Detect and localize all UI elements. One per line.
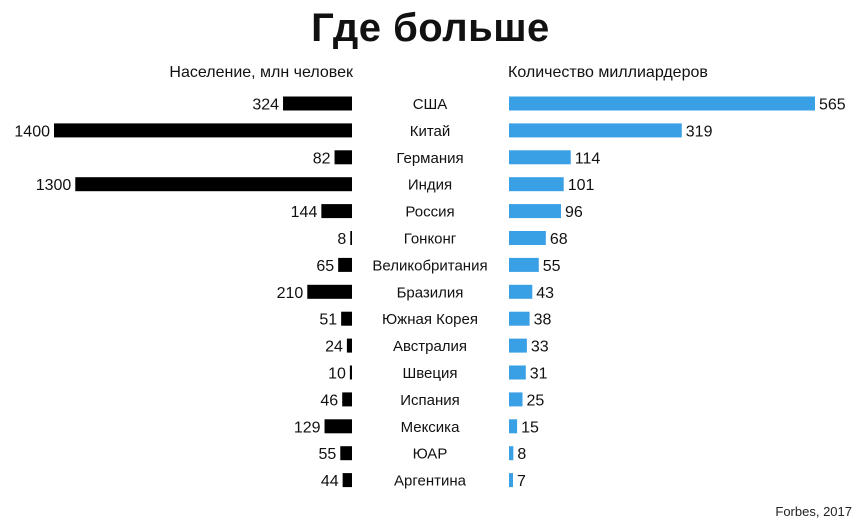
population-bar bbox=[341, 311, 352, 326]
population-bar bbox=[338, 257, 352, 272]
billionaires-bar bbox=[509, 96, 815, 111]
billionaires-bar bbox=[509, 284, 533, 299]
category-label: США bbox=[413, 96, 448, 113]
population-value-label: 46 bbox=[320, 392, 338, 409]
billionaires-value-label: 114 bbox=[575, 150, 601, 167]
population-value-label: 1300 bbox=[36, 177, 72, 194]
population-bar bbox=[321, 204, 352, 219]
category-label: Мексика bbox=[401, 419, 461, 436]
billionaires-bar bbox=[509, 231, 546, 245]
billionaires-bar bbox=[509, 311, 530, 326]
billionaires-bar bbox=[509, 392, 523, 407]
population-bar bbox=[283, 96, 352, 111]
billionaires-value-label: 38 bbox=[534, 312, 552, 329]
population-value-label: 51 bbox=[319, 312, 337, 329]
population-series-label: Население, млн человек bbox=[169, 64, 353, 81]
population-value-label: 65 bbox=[316, 258, 334, 275]
category-label: Гонконг bbox=[404, 231, 457, 248]
category-label: Австралия bbox=[393, 338, 467, 355]
population-value-label: 1400 bbox=[14, 123, 50, 140]
billionaires-value-label: 31 bbox=[530, 366, 548, 383]
category-label: Индия bbox=[408, 177, 452, 194]
billionaires-bar bbox=[509, 446, 514, 461]
population-bar bbox=[342, 392, 352, 407]
population-bar bbox=[346, 338, 352, 353]
population-value-label: 324 bbox=[252, 97, 279, 114]
billionaires-bar bbox=[509, 123, 682, 138]
population-value-label: 82 bbox=[313, 150, 331, 167]
billionaires-value-label: 43 bbox=[536, 285, 554, 302]
population-value-label: 8 bbox=[337, 231, 346, 248]
billionaires-value-label: 96 bbox=[565, 204, 583, 221]
billionaires-bar bbox=[509, 204, 561, 219]
billionaires-value-label: 319 bbox=[686, 123, 713, 140]
population-value-label: 44 bbox=[321, 473, 339, 490]
population-value-label: 10 bbox=[328, 366, 346, 383]
population-bar bbox=[349, 365, 352, 380]
billionaires-value-label: 7 bbox=[517, 473, 526, 490]
billionaires-value-label: 101 bbox=[568, 177, 595, 194]
category-label: Южная Корея bbox=[382, 311, 478, 328]
population-bar bbox=[350, 231, 352, 245]
billionaires-value-label: 8 bbox=[517, 446, 526, 463]
billionaires-series-label: Количество миллиардеров bbox=[508, 64, 708, 81]
population-value-label: 144 bbox=[291, 204, 318, 221]
billionaires-bar bbox=[509, 419, 518, 434]
population-bar bbox=[75, 177, 353, 192]
population-bar bbox=[54, 123, 352, 138]
source-note: Forbes, 2017 bbox=[775, 504, 852, 519]
population-bar bbox=[342, 473, 352, 488]
billionaires-bar bbox=[509, 365, 526, 380]
billionaires-value-label: 25 bbox=[527, 392, 545, 409]
billionaires-bar bbox=[509, 177, 564, 192]
category-label: Швеция bbox=[403, 365, 458, 382]
population-bar bbox=[340, 446, 352, 461]
population-bar bbox=[307, 284, 352, 299]
billionaires-bar bbox=[509, 150, 571, 165]
population-bar bbox=[334, 150, 352, 165]
billionaires-value-label: 33 bbox=[531, 339, 549, 356]
billionaires-value-label: 55 bbox=[543, 258, 561, 275]
category-label: Китай bbox=[410, 123, 451, 140]
population-value-label: 129 bbox=[294, 419, 321, 436]
category-label: Россия bbox=[405, 204, 454, 221]
billionaires-value-label: 68 bbox=[550, 231, 568, 248]
population-value-label: 24 bbox=[325, 339, 343, 356]
population-value-label: 55 bbox=[318, 446, 336, 463]
category-label: Аргентина bbox=[394, 473, 467, 490]
population-value-label: 210 bbox=[277, 285, 304, 302]
category-label: Великобритания bbox=[372, 257, 487, 274]
chart-title: Где больше bbox=[311, 6, 550, 50]
billionaires-value-label: 565 bbox=[819, 97, 846, 114]
billionaires-bar bbox=[509, 257, 539, 272]
category-label: ЮАР bbox=[413, 446, 448, 463]
population-bar bbox=[324, 419, 352, 434]
billionaires-bar bbox=[509, 473, 513, 488]
category-label: Бразилия bbox=[397, 284, 464, 301]
billionaires-value-label: 15 bbox=[521, 419, 539, 436]
category-label: Германия bbox=[396, 150, 463, 167]
billionaires-bar bbox=[509, 338, 527, 353]
category-label: Испания bbox=[400, 392, 460, 409]
